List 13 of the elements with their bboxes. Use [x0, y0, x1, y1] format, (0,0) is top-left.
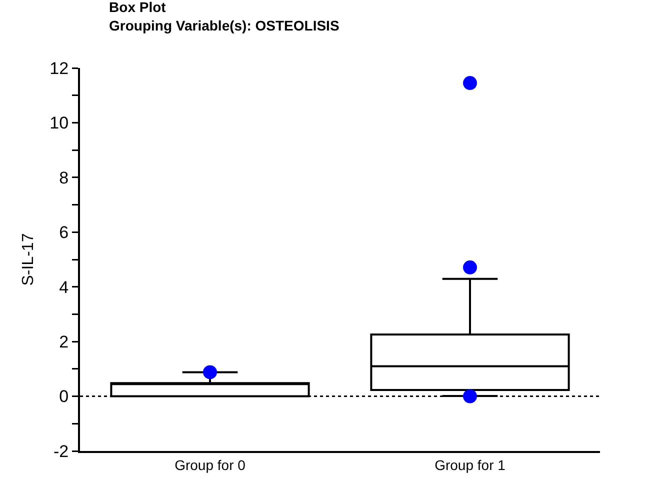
y-tick-label: -2: [53, 442, 69, 461]
y-tick-label: 12: [50, 58, 69, 78]
y-tick-label: 8: [59, 168, 69, 188]
x-tick-label: Group for 0: [174, 456, 246, 473]
y-tick-label: 0: [59, 387, 69, 406]
y-tick-label: 10: [50, 114, 69, 133]
x-tick-label: Group for 1: [434, 456, 506, 473]
y-tick-label: 4: [59, 278, 69, 297]
y-axis-title: S-IL-17: [20, 233, 38, 286]
y-tick-label: 6: [59, 223, 69, 242]
y-tick-label: 2: [59, 332, 69, 352]
chart-subtitle: Grouping Variable(s): OSTEOLISIS: [109, 17, 340, 34]
chart-title: Box Plot: [109, 0, 166, 16]
